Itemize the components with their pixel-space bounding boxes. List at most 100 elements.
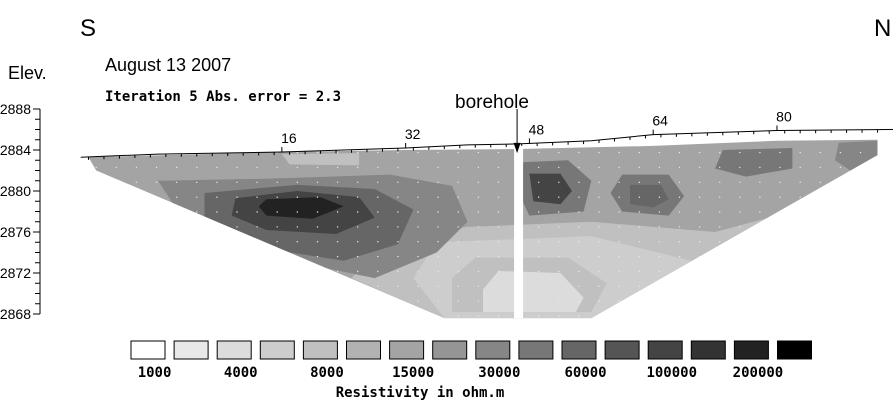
model-cell-dot bbox=[598, 270, 600, 273]
model-cell-dot bbox=[678, 226, 681, 228]
model-cell-dot bbox=[357, 196, 359, 198]
model-cell-dot bbox=[678, 181, 681, 183]
model-cell-dot bbox=[739, 315, 741, 317]
model-cell-dot bbox=[216, 196, 218, 198]
model-cell-dot bbox=[598, 196, 600, 198]
model-cell-dot bbox=[558, 181, 560, 183]
model-cell-dot bbox=[497, 255, 500, 258]
model-cell-dot bbox=[417, 300, 419, 302]
model-cell-dot bbox=[779, 226, 781, 228]
model-cell-dot bbox=[799, 255, 801, 258]
model-cell-dot bbox=[256, 270, 258, 273]
model-cell-dot bbox=[236, 285, 238, 287]
model-cell-dot bbox=[296, 181, 298, 183]
model-cell-dot bbox=[538, 285, 540, 287]
model-cell-dot bbox=[377, 151, 379, 154]
model-cell-dot bbox=[538, 255, 540, 258]
model-cell-dot bbox=[799, 226, 801, 228]
model-cell-dot bbox=[135, 211, 138, 213]
model-cell-dot bbox=[296, 255, 298, 258]
model-cell-dot bbox=[316, 270, 319, 273]
model-cell-dot bbox=[859, 166, 862, 169]
model-cell-dot bbox=[437, 300, 439, 302]
model-cell-dot bbox=[698, 300, 701, 302]
model-cell-dot bbox=[336, 166, 339, 169]
x-axis: 16 32 48 64 80 bbox=[281, 109, 792, 153]
model-cell-dot bbox=[276, 315, 278, 317]
model-cell-dot bbox=[256, 315, 258, 317]
colorbar-tick-label: 200000 bbox=[733, 365, 784, 381]
model-cell-dot bbox=[196, 315, 198, 317]
model-cell-dot bbox=[618, 255, 620, 258]
model-cell-dot bbox=[357, 226, 359, 228]
model-cell-dot bbox=[176, 166, 178, 169]
model-cell-dot bbox=[497, 166, 500, 169]
model-cell-dot bbox=[95, 211, 97, 213]
y-tick-label: 2884 bbox=[0, 142, 31, 158]
resistivity-zone-13 bbox=[281, 153, 360, 166]
model-cell-dot bbox=[477, 255, 480, 258]
surface-profile-line bbox=[80, 129, 893, 158]
model-cell-dot bbox=[739, 226, 741, 228]
model-cell-dot bbox=[578, 151, 580, 154]
model-cell-dot bbox=[578, 285, 580, 287]
model-cell-dot bbox=[216, 255, 218, 258]
model-cell-dot bbox=[578, 315, 580, 317]
model-cell-dot bbox=[739, 241, 741, 243]
model-cell-dot bbox=[377, 300, 379, 302]
model-cell-dot bbox=[678, 255, 681, 258]
model-cell-dot bbox=[578, 255, 580, 258]
model-cell-dot bbox=[698, 226, 701, 228]
model-cell-dot bbox=[538, 211, 540, 213]
survey-date: August 13 2007 bbox=[105, 55, 231, 75]
x-tick-label: 16 bbox=[281, 130, 297, 146]
colorbar-swatch-15 bbox=[733, 340, 769, 360]
model-cell-dot bbox=[296, 196, 298, 198]
model-cell-dot bbox=[558, 226, 560, 228]
model-cell-dot bbox=[859, 196, 862, 198]
model-cell-dot bbox=[598, 151, 600, 154]
model-cell-dot bbox=[95, 315, 97, 317]
model-cell-dot bbox=[417, 226, 419, 228]
model-cell-dot bbox=[296, 151, 298, 154]
model-cell-dot bbox=[397, 255, 399, 258]
model-cell-dot bbox=[256, 300, 258, 302]
model-cell-dot bbox=[598, 285, 600, 287]
model-cell-dot bbox=[538, 241, 540, 243]
model-cell-dot bbox=[336, 226, 339, 228]
model-cell-dot bbox=[457, 300, 459, 302]
model-cell-dot bbox=[236, 226, 238, 228]
model-cell-dot bbox=[155, 315, 158, 317]
model-cell-dot bbox=[95, 255, 97, 258]
model-cell-dot bbox=[638, 181, 640, 183]
model-cell-dot bbox=[216, 166, 218, 169]
model-cell-dot bbox=[397, 166, 399, 169]
model-cell-dot bbox=[176, 211, 178, 213]
model-cell-dot bbox=[678, 241, 681, 243]
model-cell-dot bbox=[739, 270, 741, 273]
model-cell-dot bbox=[437, 255, 439, 258]
model-cell-dot bbox=[819, 166, 821, 169]
model-cell-dot bbox=[658, 211, 661, 213]
model-cell-dot bbox=[719, 241, 721, 243]
model-cell-dot bbox=[236, 270, 238, 273]
model-cell-dot bbox=[397, 226, 399, 228]
model-cell-dot bbox=[196, 181, 198, 183]
model-cell-dot bbox=[155, 226, 158, 228]
model-cell-dot bbox=[839, 166, 842, 169]
model-cell-dot bbox=[618, 315, 620, 317]
model-cell-dot bbox=[296, 270, 298, 273]
model-cell-dot bbox=[196, 166, 198, 169]
model-cell-dot bbox=[296, 315, 298, 317]
model-cell-dot bbox=[336, 181, 339, 183]
model-cell-dot bbox=[779, 166, 781, 169]
model-cell-dot bbox=[839, 211, 842, 213]
colorbar-swatch-6 bbox=[346, 340, 381, 360]
model-cell-dot bbox=[799, 270, 801, 273]
model-cell-dot bbox=[558, 211, 560, 213]
model-cell-dot bbox=[316, 285, 319, 287]
model-cell-dot bbox=[477, 300, 480, 302]
model-cell-dot bbox=[236, 300, 238, 302]
model-cell-dot bbox=[698, 196, 701, 198]
model-cell-dot bbox=[859, 226, 862, 228]
